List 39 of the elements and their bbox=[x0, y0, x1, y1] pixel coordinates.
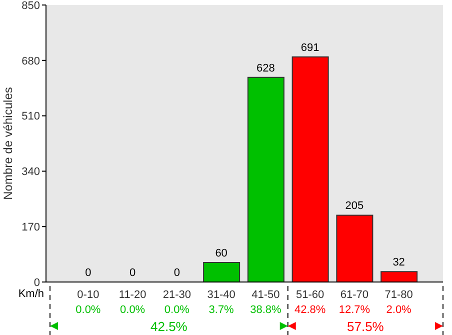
text: 2.0% bbox=[386, 304, 412, 316]
text: 0.0% bbox=[120, 304, 146, 316]
text: 57.5% bbox=[347, 319, 384, 334]
x-tick-label: 0-10 bbox=[77, 288, 100, 301]
x-tick-label: 31-40 bbox=[207, 288, 236, 301]
text: 0.0% bbox=[164, 304, 190, 316]
data-label: 0 bbox=[85, 267, 92, 279]
data-label: 32 bbox=[392, 256, 405, 269]
y-tick-label: 510 bbox=[22, 110, 40, 123]
text: 42.8% bbox=[294, 304, 326, 316]
x-tick-label: 11-20 bbox=[118, 288, 146, 301]
data-label: 205 bbox=[345, 200, 364, 212]
text: 3.7% bbox=[208, 304, 234, 316]
y-axis-title: Nombre de véhicules bbox=[1, 87, 15, 200]
text: 0.0% bbox=[76, 304, 101, 316]
x-axis-title: Km/h bbox=[18, 288, 44, 300]
y-tick-label: 0 bbox=[34, 276, 40, 289]
data-label: 60 bbox=[215, 247, 228, 260]
bar bbox=[380, 271, 418, 282]
bar bbox=[336, 214, 374, 282]
data-label: 628 bbox=[256, 62, 275, 74]
text: 38.8% bbox=[250, 304, 282, 316]
x-tick-label: 21-30 bbox=[162, 288, 192, 301]
bar bbox=[247, 76, 284, 282]
x-tick-label: 51-60 bbox=[296, 288, 324, 301]
y-tick-label: 680 bbox=[22, 55, 40, 68]
y-tick-label: 340 bbox=[22, 166, 40, 178]
x-tick-label: 61-70 bbox=[340, 288, 369, 301]
text: 42.5% bbox=[150, 319, 188, 334]
x-tick-label: 41-50 bbox=[252, 288, 280, 301]
bar bbox=[203, 262, 240, 282]
x-tick-label: 71-80 bbox=[384, 288, 413, 301]
y-tick-label: 170 bbox=[22, 222, 40, 234]
data-label: 691 bbox=[300, 42, 320, 54]
data-label: 0 bbox=[174, 267, 180, 279]
bar bbox=[292, 56, 329, 282]
data-label: 0 bbox=[130, 267, 136, 279]
text: 12.7% bbox=[338, 304, 370, 316]
y-tick-label: 850 bbox=[22, 0, 40, 12]
